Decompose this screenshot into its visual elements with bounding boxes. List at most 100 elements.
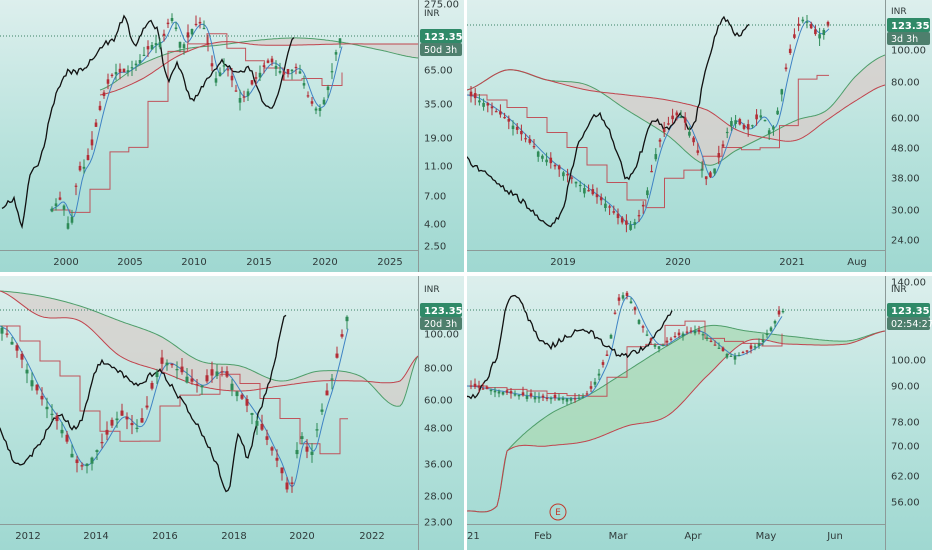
candle-body xyxy=(35,384,39,391)
candle-body xyxy=(629,224,632,230)
candle-body xyxy=(637,319,641,324)
lagging-span-line xyxy=(467,294,673,400)
candle-body xyxy=(98,105,102,110)
candle-body xyxy=(290,69,294,72)
candle-body xyxy=(250,413,254,415)
base-line xyxy=(50,33,343,213)
candle-body xyxy=(641,204,645,207)
candle-body xyxy=(746,124,750,130)
candle-body xyxy=(225,371,229,377)
time-axis-label: 2019 xyxy=(550,257,575,268)
time-axis-label: Apr xyxy=(684,531,702,542)
last-price-badge[interactable] xyxy=(420,29,462,43)
base-line xyxy=(467,74,829,209)
price-axis-label: 275.00 xyxy=(424,0,459,11)
candle-body xyxy=(134,63,138,66)
candle-body xyxy=(494,111,498,113)
candle-body xyxy=(174,27,178,30)
candle-body xyxy=(15,345,19,351)
chart-pane-twice-monthly[interactable]: 100.00 80.00 60.00 48.00 36.00 28.00 23.00 INR 2… xyxy=(0,276,464,550)
leading-span-a-line xyxy=(99,37,419,91)
chart-canvas-weekly[interactable]: 100.00 80.00 60.00 48.00 38.00 30.00 24.00 INR 2… xyxy=(467,0,932,272)
price-axis-label: 65.00 xyxy=(424,66,453,77)
candle-body xyxy=(270,58,274,63)
candle-body xyxy=(515,126,519,130)
time-axis-label: 2010 xyxy=(181,257,206,268)
candle-body xyxy=(30,380,34,387)
chart-pane-monthly[interactable]: 275.00120.0065.0035.0019.0011.007.004.00… xyxy=(0,0,464,272)
ichimoku-cloud xyxy=(467,55,885,166)
candle-body xyxy=(300,436,304,439)
last-price-value: 123.35 xyxy=(891,21,930,32)
candle-body xyxy=(717,347,721,349)
candle-body xyxy=(469,91,473,97)
candle-body xyxy=(294,66,298,69)
time-axis-label: 2020 xyxy=(312,257,337,268)
candle-body xyxy=(692,137,695,143)
time-axis-label: 2020 xyxy=(289,531,314,542)
time-axis-label: 2022 xyxy=(359,531,384,542)
last-price-badge[interactable] xyxy=(887,18,930,32)
candle-body xyxy=(505,390,509,393)
candle-body xyxy=(801,19,805,22)
candle-body xyxy=(713,168,716,174)
candle-body xyxy=(250,80,254,85)
candle-body xyxy=(278,70,282,73)
candle-body xyxy=(755,114,758,120)
candle-body xyxy=(335,353,339,358)
bar-countdown-value: 20d 3h xyxy=(424,319,457,330)
candle-body xyxy=(282,72,286,75)
candle-body xyxy=(330,71,334,73)
time-axis-label: 2015 xyxy=(246,257,271,268)
candle-body xyxy=(617,297,621,301)
candle-body xyxy=(310,451,314,455)
bar-countdown-badge xyxy=(420,43,462,56)
candle-body xyxy=(532,146,536,148)
candle-body xyxy=(262,65,266,67)
candle-body xyxy=(100,442,104,444)
candle-body xyxy=(122,68,126,73)
lagging-span-line xyxy=(1,14,295,230)
candle-body xyxy=(490,106,494,109)
candle-body xyxy=(318,108,322,111)
candle-body xyxy=(150,382,154,389)
candle-body xyxy=(266,60,270,63)
candle-body xyxy=(230,383,234,390)
candle-body xyxy=(557,165,561,170)
lagging-span-line xyxy=(0,314,287,493)
chart-canvas-daily[interactable]: 140.00 100.00 90.00 78.00 70.00 62.00 56.00 INR… xyxy=(467,276,932,550)
price-axis-label: 36.00 xyxy=(424,460,453,471)
candle-body xyxy=(669,338,673,340)
candle-body xyxy=(175,369,179,371)
candle-body xyxy=(298,71,302,74)
candle-body xyxy=(734,120,737,124)
candle-body xyxy=(777,310,781,315)
conversion-line xyxy=(49,21,343,218)
price-axis-label: 100.00 xyxy=(891,46,926,57)
earnings-event-marker[interactable] xyxy=(549,503,567,521)
candle-body xyxy=(625,220,628,225)
price-axis-label: 48.00 xyxy=(424,424,453,435)
candle-body xyxy=(200,385,204,388)
candle-body xyxy=(593,381,597,385)
candle-body xyxy=(240,394,244,399)
time-axis-label: 2005 xyxy=(117,257,142,268)
candle-body xyxy=(733,356,737,360)
last-price-badge[interactable] xyxy=(420,303,462,317)
chart-pane-daily[interactable]: 140.00 100.00 90.00 78.00 70.00 62.00 56.00 INR… xyxy=(467,276,932,550)
candle-body xyxy=(608,206,611,208)
price-axis-label: 100.00 xyxy=(424,330,459,341)
chart-canvas-monthly[interactable]: 275.00120.0065.0035.0019.0011.007.004.00… xyxy=(0,0,464,272)
price-axis-label: 28.00 xyxy=(424,492,453,503)
time-axis-label: 2016 xyxy=(152,531,177,542)
candle-body xyxy=(738,119,742,125)
candle-body xyxy=(713,344,717,346)
candle-body xyxy=(154,43,158,46)
last-price-badge[interactable] xyxy=(887,303,930,317)
chart-pane-weekly[interactable]: 100.00 80.00 60.00 48.00 38.00 30.00 24.00 INR 2… xyxy=(467,0,932,272)
candle-body xyxy=(679,116,683,119)
candle-body xyxy=(210,63,214,67)
candle-body xyxy=(306,95,310,97)
candle-body xyxy=(581,396,585,398)
chart-canvas-twice-monthly[interactable]: 100.00 80.00 60.00 48.00 36.00 28.00 23.00 INR 2… xyxy=(0,276,464,550)
